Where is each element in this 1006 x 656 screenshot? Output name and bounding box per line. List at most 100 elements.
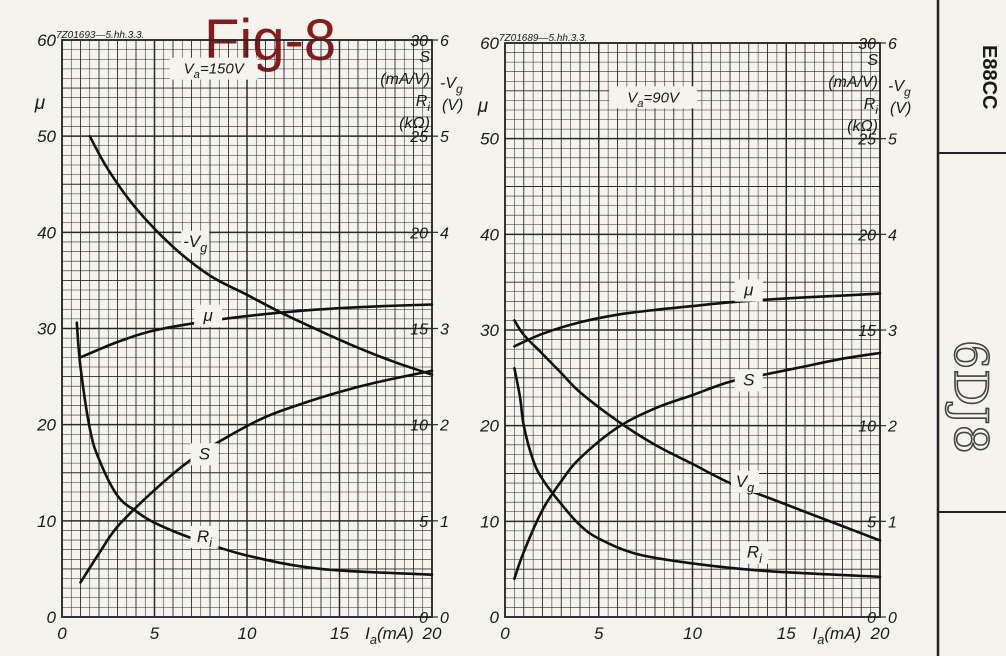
condition-label-backdrop — [169, 57, 258, 80]
y-tick-label-right-2: 5 — [888, 132, 897, 149]
curve-label: S — [199, 444, 211, 463]
y-axis-unit-label-right-1: Ri — [864, 96, 879, 117]
x-tick-label: 10 — [238, 624, 257, 643]
y-tick-label-left: 30 — [480, 321, 499, 340]
y-tick-label-left: 20 — [479, 417, 499, 436]
drawing-number: 7Z01689—5.hh.3.3. — [499, 33, 587, 44]
chart-va-90v: 0102030405060μ0510152025300123456S(mA/V)… — [477, 33, 912, 647]
x-axis-label: Ia(mA) — [813, 624, 862, 647]
x-tick-label: 0 — [500, 624, 510, 643]
x-tick-label: 10 — [683, 624, 702, 643]
curve-label-backdrop — [740, 541, 769, 564]
series-line — [88, 134, 434, 376]
y-axis-unit-label-right-1: (mA/V) — [380, 71, 430, 88]
curve-label-backdrop — [731, 470, 759, 493]
y-tick-label-right-1: 15 — [410, 322, 428, 339]
y-tick-label-right-1: 20 — [857, 227, 876, 244]
y-tick-label-right-2: 3 — [440, 322, 449, 339]
y-tick-label-right-2: 4 — [888, 227, 897, 244]
curve-label-backdrop — [190, 443, 219, 466]
y-tick-label-right-2: 1 — [888, 514, 897, 531]
y-tick-label-left: 10 — [480, 512, 499, 531]
y-tick-label-right-1: 5 — [867, 514, 876, 531]
curve-label: -Vg — [183, 232, 207, 255]
x-axis-label: Ia(mA) — [365, 624, 414, 647]
x-tick-label: 15 — [330, 624, 349, 643]
x-tick-label: 20 — [422, 624, 442, 643]
series-line — [75, 321, 434, 576]
y-tick-label-left: 40 — [37, 223, 56, 242]
y-tick-label-right-2: 3 — [888, 323, 897, 340]
y-tick-label-left: 0 — [490, 608, 500, 627]
curve-label: Ri — [197, 527, 213, 550]
tube-type-label: E88CC — [978, 45, 1000, 109]
y-tick-label-right-1: 10 — [410, 418, 428, 435]
curve-label: S — [743, 370, 755, 389]
drawing-number: 7Z01693—5.hh.3.3. — [56, 30, 144, 41]
chart-grid — [504, 42, 881, 618]
y-axis-unit-label-right-2: (V) — [890, 100, 911, 117]
y-tick-label-right-2: 6 — [888, 36, 897, 53]
series-line — [513, 351, 882, 580]
y-tick-label-right-1: 20 — [409, 225, 428, 242]
y-tick-label-right-1: 10 — [858, 419, 876, 436]
series-line — [79, 369, 434, 584]
x-tick-label: 0 — [57, 624, 67, 643]
y-tick-label-left: 60 — [37, 31, 56, 50]
curve-label: μ — [202, 306, 213, 325]
curve-label: Ri — [747, 543, 763, 566]
series-line — [513, 292, 882, 348]
curve-label-backdrop — [190, 525, 219, 548]
chart-va-150v: 0102030405060μ0510152025300123456S(mA/V)… — [34, 30, 464, 647]
series-line — [513, 319, 882, 542]
y-tick-label-left: 0 — [47, 608, 57, 627]
y-axis-unit-label-right-1: (kΩ) — [399, 115, 430, 132]
y-tick-label-right-1: 30 — [858, 36, 876, 53]
y-tick-label-right-2: 5 — [440, 129, 449, 146]
y-tick-label-right-1: 5 — [419, 514, 428, 531]
condition-label: Va=90V — [627, 89, 681, 110]
y-tick-label-right-1: 25 — [409, 129, 428, 146]
series-line — [79, 303, 434, 359]
x-tick-label: 20 — [870, 624, 890, 643]
y-tick-label-right-2: 2 — [887, 419, 897, 436]
y-tick-label-right-2: 0 — [440, 610, 449, 627]
y-tick-label-left: 10 — [37, 512, 56, 531]
y-tick-label-right-1: 0 — [867, 610, 876, 627]
y-tick-label-right-1: 25 — [857, 132, 876, 149]
x-tick-label: 5 — [150, 624, 160, 643]
y-tick-label-right-2: 4 — [440, 225, 449, 242]
y-axis-unit-label-right-1: S — [419, 49, 430, 66]
curve-label-backdrop — [181, 230, 210, 253]
condition-label-backdrop — [609, 86, 698, 109]
y-tick-label-left: 60 — [480, 34, 499, 53]
y-axis-unit-label-right-1: (mA/V) — [828, 74, 878, 91]
curve-label-backdrop — [194, 304, 223, 327]
y-axis-unit-label-right-2: -Vg — [888, 78, 911, 99]
y-axis-label-left: μ — [34, 93, 46, 114]
curve-label-backdrop — [734, 369, 763, 392]
series-line — [513, 367, 882, 579]
y-axis-unit-label-right-1: (kΩ) — [847, 118, 878, 135]
x-tick-label: 5 — [594, 624, 604, 643]
y-axis-unit-label-right-2: -Vg — [440, 75, 463, 96]
y-tick-label-left: 40 — [480, 225, 499, 244]
y-axis-label-left: μ — [477, 96, 489, 117]
y-tick-label-right-2: 1 — [440, 514, 449, 531]
y-tick-label-right-2: 0 — [888, 610, 897, 627]
y-tick-label-right-1: 0 — [419, 610, 428, 627]
y-axis-unit-label-right-1: S — [867, 52, 878, 69]
y-tick-label-right-2: 6 — [440, 33, 449, 50]
y-tick-label-right-1: 30 — [410, 33, 428, 50]
y-tick-label-left: 30 — [37, 320, 56, 339]
y-tick-label-right-2: 2 — [439, 418, 449, 435]
condition-label: Va=150V — [184, 61, 246, 82]
handwritten-annotation: 6DJ8 — [944, 340, 998, 454]
y-tick-label-right-1: 15 — [858, 323, 876, 340]
y-tick-label-left: 50 — [37, 127, 56, 146]
y-tick-label-left: 20 — [36, 416, 56, 435]
curve-label-backdrop — [734, 279, 763, 302]
curve-label: μ — [743, 281, 754, 300]
y-axis-unit-label-right-1: Ri — [416, 93, 431, 114]
